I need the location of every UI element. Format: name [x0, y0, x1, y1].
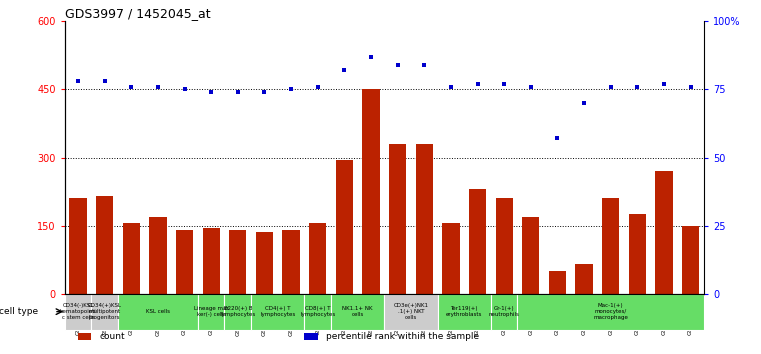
Text: count: count [99, 332, 125, 341]
Point [125, 84, 137, 90]
Point [604, 84, 616, 90]
Bar [149, 217, 167, 294]
Text: B220(+) B
lymphocytes: B220(+) B lymphocytes [220, 306, 256, 317]
Point [365, 54, 377, 59]
Bar [304, 333, 318, 340]
Bar [491, 294, 517, 330]
Text: cell type: cell type [0, 307, 38, 316]
Bar [65, 294, 91, 330]
Text: CD34(+)KSL
multipotent
progenitors: CD34(+)KSL multipotent progenitors [88, 303, 122, 320]
Bar [495, 198, 513, 294]
Text: percentile rank within the sample: percentile rank within the sample [326, 332, 479, 341]
Point [658, 81, 670, 87]
Bar [91, 294, 118, 330]
Bar [229, 230, 247, 294]
Point [205, 89, 218, 95]
Bar [331, 294, 384, 330]
Text: CD8(+) T
lymphocytes: CD8(+) T lymphocytes [300, 306, 336, 317]
Point [231, 89, 244, 95]
Point [178, 86, 190, 92]
Bar [629, 214, 646, 294]
Text: Gr-1(+)
neutrophils: Gr-1(+) neutrophils [489, 306, 520, 317]
Point [471, 81, 484, 87]
Bar [384, 294, 438, 330]
Text: Ter119(+)
erythroblasts: Ter119(+) erythroblasts [446, 306, 482, 317]
Point [684, 84, 696, 90]
Bar [362, 89, 380, 294]
Bar [78, 333, 91, 340]
Bar [575, 264, 593, 294]
Bar [469, 189, 486, 294]
Bar [69, 198, 87, 294]
Text: Lineage mar
ker(-) cells: Lineage mar ker(-) cells [194, 306, 228, 317]
Bar [282, 230, 300, 294]
Bar [198, 294, 224, 330]
Bar [549, 271, 566, 294]
Text: CD4(+) T
lymphocytes: CD4(+) T lymphocytes [260, 306, 295, 317]
Bar [251, 294, 304, 330]
Bar [655, 171, 673, 294]
Bar [438, 294, 491, 330]
Bar [304, 294, 331, 330]
Point [98, 78, 111, 84]
Text: CD34(-)KSL
hematopoieti
c stem cells: CD34(-)KSL hematopoieti c stem cells [59, 303, 97, 320]
Bar [442, 223, 460, 294]
Point [578, 100, 590, 106]
Bar [123, 223, 140, 294]
Point [524, 84, 537, 90]
Point [72, 78, 84, 84]
Bar [416, 144, 433, 294]
Bar [224, 294, 251, 330]
Point [419, 62, 431, 68]
Text: KSL cells: KSL cells [146, 309, 170, 314]
Point [444, 84, 457, 90]
Bar [389, 144, 406, 294]
Text: GDS3997 / 1452045_at: GDS3997 / 1452045_at [65, 7, 210, 20]
Point [551, 136, 563, 141]
Point [391, 62, 403, 68]
Point [258, 89, 271, 95]
Text: NK1.1+ NK
cells: NK1.1+ NK cells [342, 306, 373, 317]
Bar [309, 223, 326, 294]
Point [312, 84, 324, 90]
Point [338, 68, 350, 73]
Bar [336, 160, 353, 294]
Text: CD3e(+)NK1
.1(+) NKT
cells: CD3e(+)NK1 .1(+) NKT cells [393, 303, 428, 320]
Point [151, 84, 164, 90]
Bar [522, 217, 540, 294]
Bar [176, 230, 193, 294]
Text: Mac-1(+)
monocytes/
macrophage: Mac-1(+) monocytes/ macrophage [594, 303, 628, 320]
Bar [256, 233, 273, 294]
Bar [118, 294, 198, 330]
Point [285, 86, 297, 92]
Bar [602, 198, 619, 294]
Point [631, 84, 643, 90]
Bar [517, 294, 704, 330]
Point [498, 81, 510, 87]
Bar [682, 226, 699, 294]
Bar [202, 228, 220, 294]
Bar [96, 196, 113, 294]
